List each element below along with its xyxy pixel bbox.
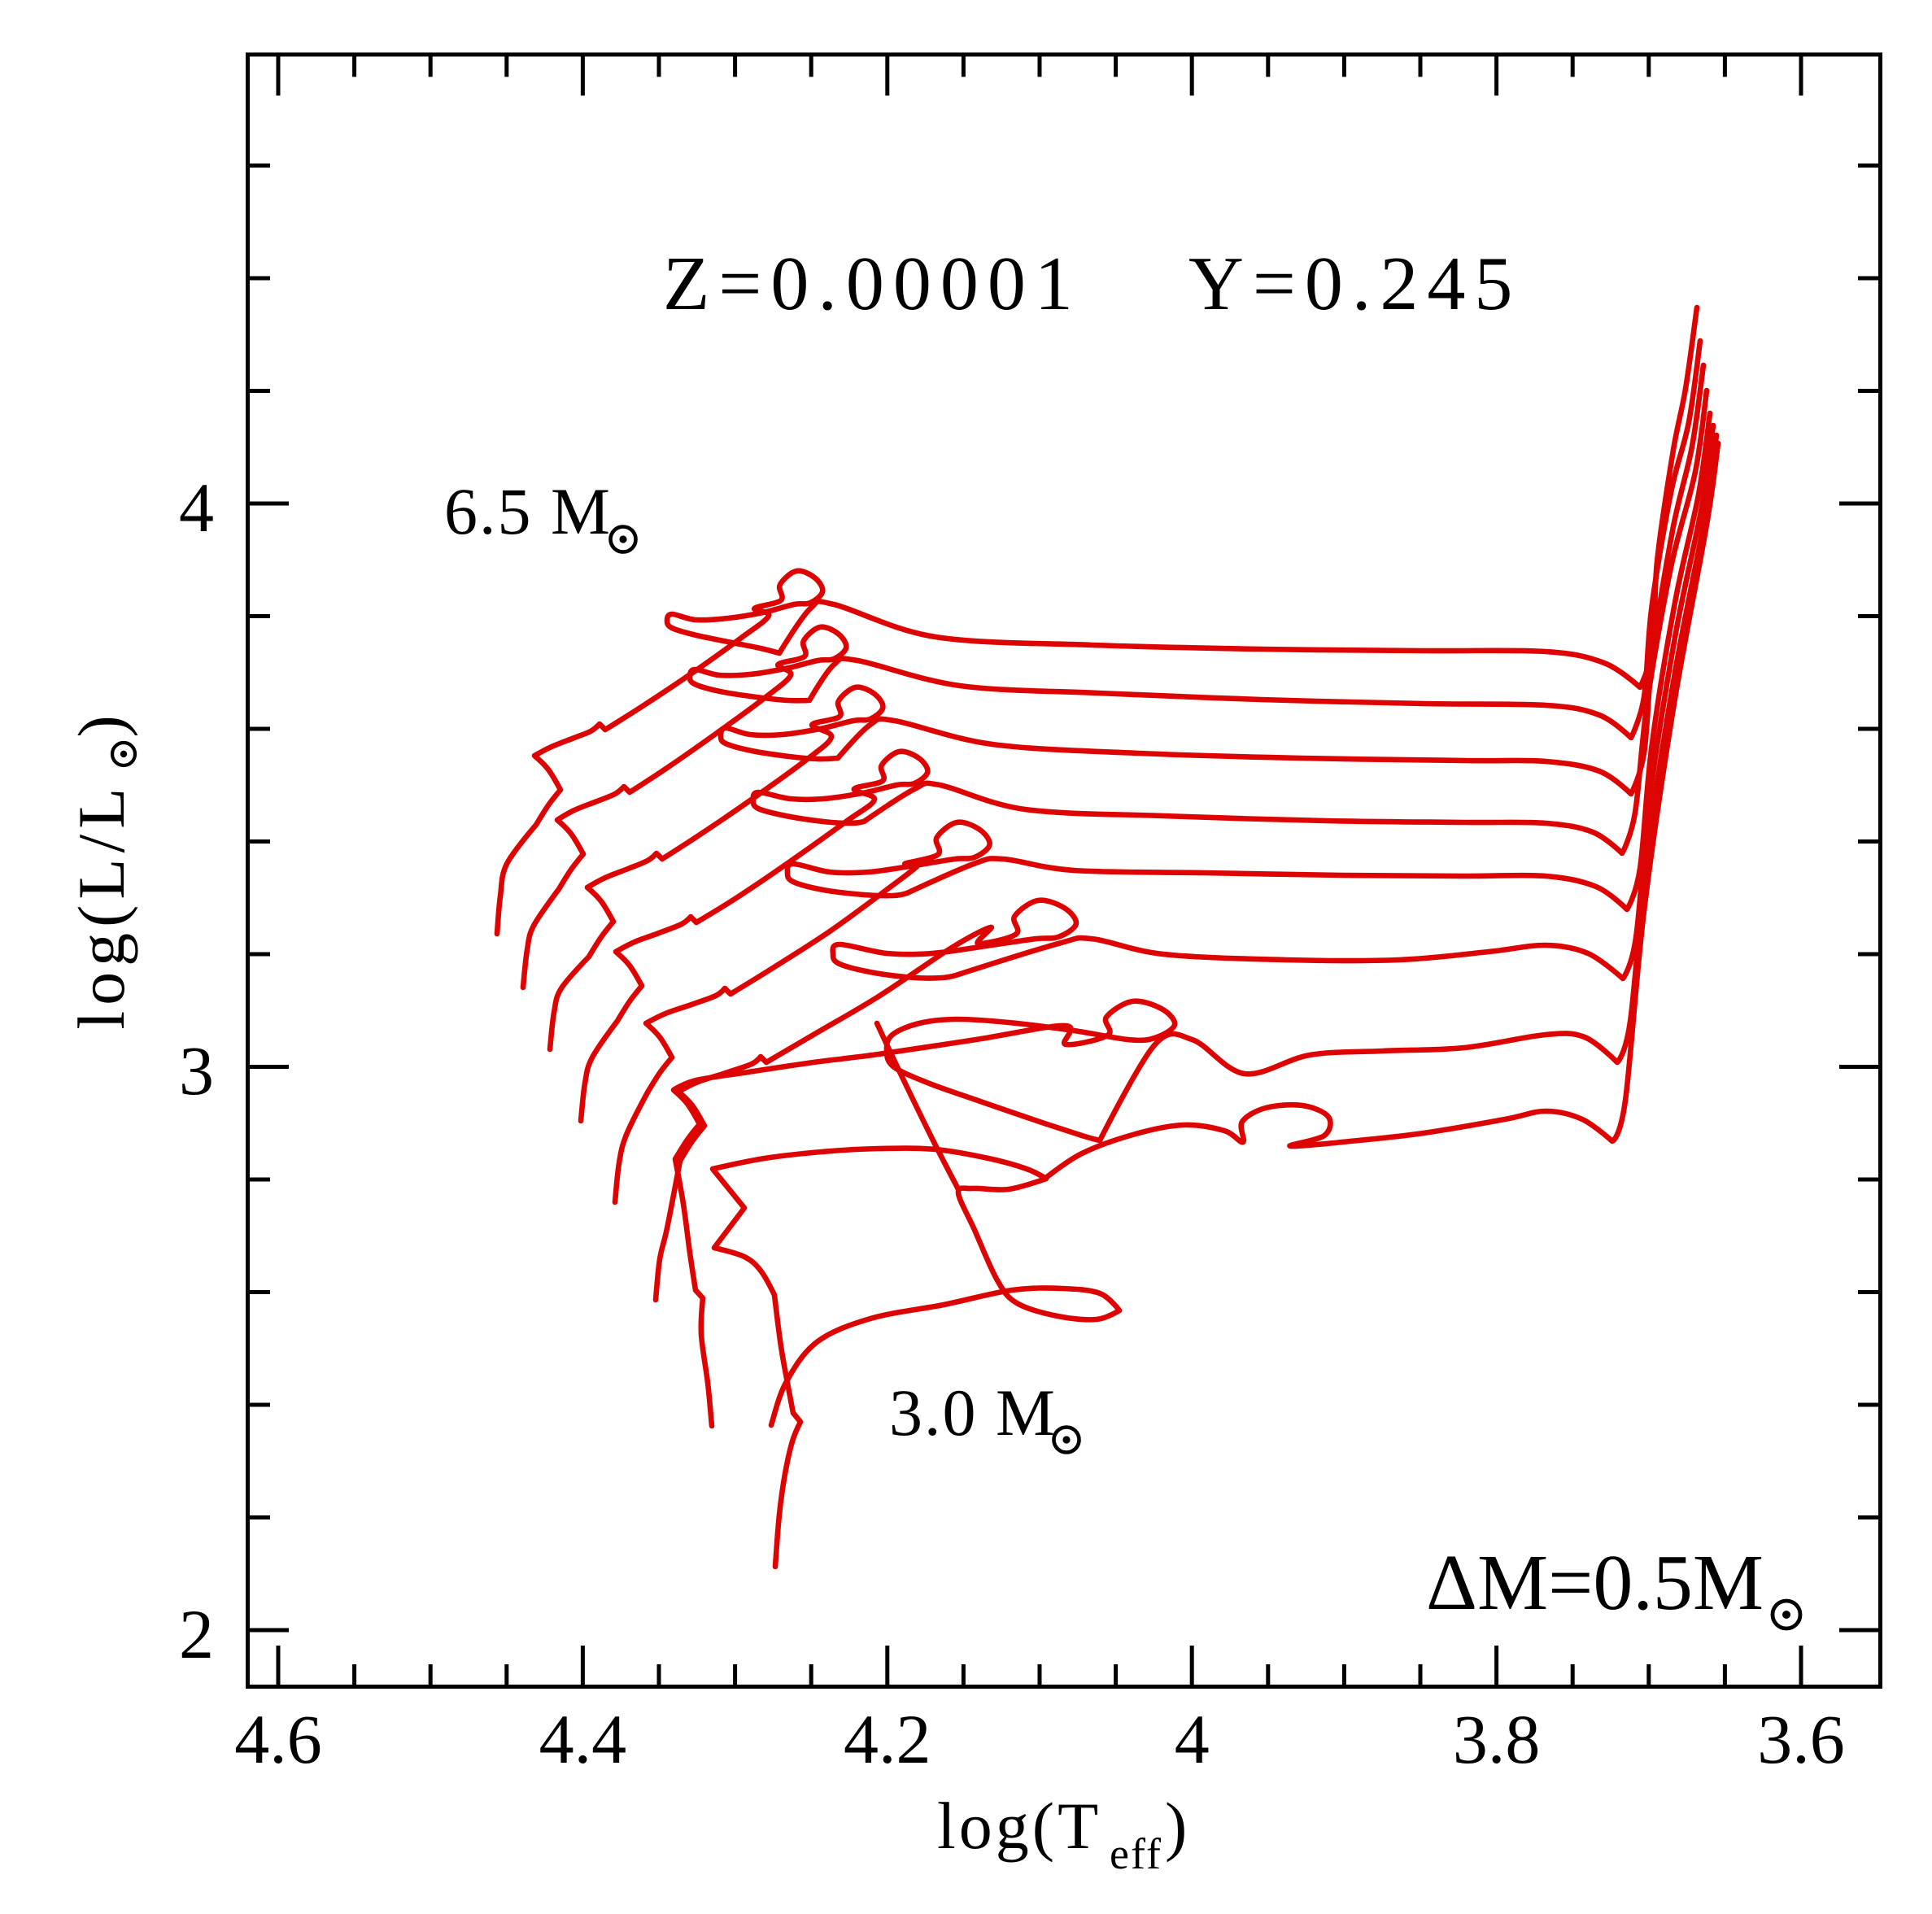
svg-text:3.8: 3.8 [1453,1700,1541,1778]
svg-text:3.6: 3.6 [1757,1700,1845,1778]
svg-text:4: 4 [179,469,214,547]
svg-text:Y=0.245: Y=0.245 [1188,242,1521,326]
svg-text:): ) [1165,1789,1190,1863]
svg-text:ΔM=0.5M: ΔM=0.5M [1426,1539,1764,1627]
svg-text:4: 4 [1175,1700,1210,1778]
svg-text:3.0 M: 3.0 M [889,1376,1057,1450]
svg-text:3: 3 [179,1031,214,1110]
svg-text:log(L/L ): log(L/L ) [64,709,138,1029]
svg-text:4.2: 4.2 [844,1700,931,1778]
svg-text:4.6: 4.6 [234,1700,322,1778]
svg-text:2: 2 [179,1595,214,1673]
svg-text:4.4: 4.4 [539,1700,627,1778]
svg-text:eff: eff [1110,1829,1162,1878]
svg-text:6.5 M: 6.5 M [444,474,612,548]
svg-text:Z=0.00001: Z=0.00001 [663,242,1082,326]
svg-text:log(T: log(T [937,1789,1101,1863]
